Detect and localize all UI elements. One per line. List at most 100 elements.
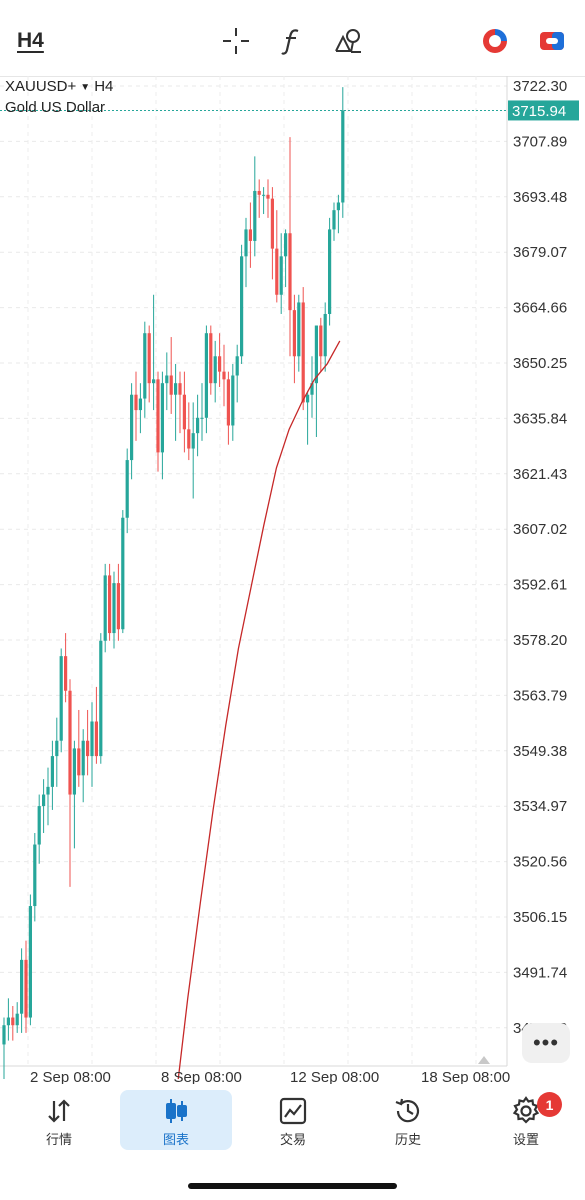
time-axis-label: 18 Sep 08:00 xyxy=(421,1069,510,1084)
candle-body xyxy=(143,333,147,399)
symbol-description: Gold US Dollar xyxy=(5,99,106,116)
candle-body xyxy=(292,310,296,357)
candle-body xyxy=(187,429,191,449)
candle-body xyxy=(121,517,125,630)
price-axis-label: 3679.07 xyxy=(513,244,567,261)
candle-body xyxy=(11,1017,15,1026)
price-axis-label: 3534.97 xyxy=(513,798,567,815)
price-axis-label: 3549.38 xyxy=(513,743,567,760)
price-axis-label: 3520.56 xyxy=(513,854,567,871)
candle-body xyxy=(94,721,98,757)
candle-body xyxy=(235,356,239,376)
candle-body xyxy=(112,583,116,634)
more-options-button[interactable]: ••• xyxy=(522,1023,570,1063)
price-axis-label: 3578.20 xyxy=(513,632,567,649)
objects-icon[interactable] xyxy=(332,24,366,58)
time-axis-label: 8 Sep 08:00 xyxy=(161,1069,242,1084)
symbol-timeframe: H4 xyxy=(94,78,114,95)
more-dots-icon: ••• xyxy=(532,1030,560,1055)
candle-body xyxy=(138,398,142,411)
candle-body xyxy=(314,325,318,384)
current-price-label: 3715.94 xyxy=(512,103,566,120)
price-axis-label: 3664.66 xyxy=(513,300,567,317)
candle-body xyxy=(81,740,85,776)
candle-body xyxy=(50,756,54,787)
candle-body xyxy=(279,256,283,295)
candle-body xyxy=(191,433,195,449)
candle-body xyxy=(2,1025,6,1045)
candle-body xyxy=(218,356,222,372)
candle-body xyxy=(174,383,178,395)
one-click-trading-icon[interactable] xyxy=(478,24,512,58)
candle-body xyxy=(301,302,305,403)
nav-item-settings[interactable]: 设置 xyxy=(470,1090,582,1150)
candle-body xyxy=(336,202,340,211)
chart-shift-marker-icon xyxy=(478,1056,490,1064)
nav-label-trade: 交易 xyxy=(279,1132,306,1147)
time-axis-label: 12 Sep 08:00 xyxy=(290,1069,379,1084)
candle-body xyxy=(46,786,50,795)
price-chart[interactable]: 3722.30 3707.89 3693.48 3679.07 3664.66 3650.… xyxy=(0,76,585,1084)
candle-body xyxy=(332,210,336,230)
price-axis-label: 3707.89 xyxy=(513,133,567,150)
candle-body xyxy=(99,640,103,757)
candle-body xyxy=(266,194,270,199)
time-axis-label: 2 Sep 08:00 xyxy=(30,1069,111,1084)
price-axis-label: 3693.48 xyxy=(513,189,567,206)
price-axis-label: 3506.15 xyxy=(513,909,567,926)
moving-average-line xyxy=(177,340,341,1080)
chart-icon xyxy=(166,1099,187,1123)
candle-body xyxy=(262,194,266,196)
candle-body xyxy=(152,379,156,384)
candle-body xyxy=(165,375,169,384)
candle-body xyxy=(231,375,235,426)
candle-body xyxy=(323,313,327,357)
candle-body xyxy=(182,394,186,430)
nav-item-trade[interactable]: 交易 xyxy=(237,1090,349,1150)
candle-body xyxy=(77,748,81,776)
nav-label-quotes: 行情 xyxy=(45,1132,72,1147)
candle-body xyxy=(341,110,345,203)
symbol-header[interactable]: XAUUSD+ ▼ H4 xyxy=(5,78,113,95)
symbol-name: XAUUSD+ xyxy=(5,78,77,95)
candle-body xyxy=(72,748,76,795)
candle-body xyxy=(33,844,37,907)
nav-label-settings: 设置 xyxy=(512,1132,539,1147)
price-axis-label: 3722.30 xyxy=(513,78,567,95)
candle-body xyxy=(59,656,63,741)
home-indicator xyxy=(188,1183,397,1189)
candle-body xyxy=(24,959,28,1018)
candle-body xyxy=(297,302,301,357)
candle-body xyxy=(116,583,120,630)
candle-body xyxy=(64,656,68,691)
candle-body xyxy=(160,383,164,453)
candle-body xyxy=(125,460,129,518)
nav-item-quotes[interactable]: 行情 xyxy=(3,1090,115,1150)
candle-body xyxy=(244,229,248,257)
candle-body xyxy=(147,333,151,384)
candle-body xyxy=(284,233,288,257)
candle-body xyxy=(37,806,41,845)
price-axis-label: 3621.43 xyxy=(513,466,567,483)
candle-body xyxy=(306,394,310,403)
current-price-tag xyxy=(508,100,579,121)
nav-label-history: 历史 xyxy=(394,1132,421,1147)
candle-body xyxy=(108,575,112,634)
nav-item-chart[interactable]: 图表 xyxy=(120,1090,232,1150)
chart-canvas: 3722.30 3707.89 3693.48 3679.07 3664.66 3650.… xyxy=(0,76,579,1084)
candle-body xyxy=(253,190,257,241)
candle-body xyxy=(169,375,173,395)
nav-item-history[interactable]: 历史 xyxy=(352,1090,464,1150)
function-icon[interactable] xyxy=(275,24,309,58)
trade-app-icon[interactable] xyxy=(535,24,569,58)
quotes-icon xyxy=(48,1099,70,1123)
candle-body xyxy=(222,371,226,380)
price-axis-label: 3491.74 xyxy=(513,964,567,981)
candle-body xyxy=(275,248,279,295)
crosshair-icon[interactable] xyxy=(219,24,253,58)
timeframe-selector[interactable]: H4 xyxy=(17,29,44,52)
candle-body xyxy=(20,959,24,1014)
candle-body xyxy=(178,383,182,395)
settings-icon xyxy=(512,1096,540,1124)
candle-body xyxy=(90,721,94,757)
